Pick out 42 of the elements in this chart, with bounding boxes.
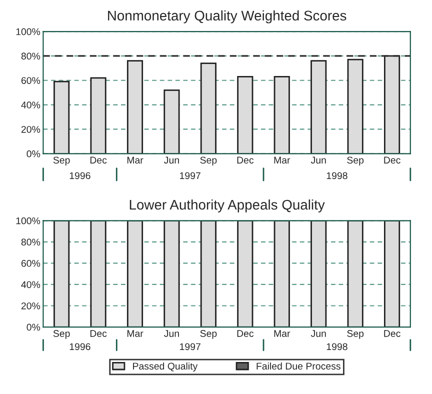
x-tick-label: Sep bbox=[347, 330, 364, 339]
x-tick-label: Jun bbox=[310, 156, 326, 164]
chart-title: Nonmonetary Quality Weighted Scores bbox=[108, 10, 346, 24]
y-tick-label: 40% bbox=[21, 102, 40, 108]
text: 1996 bbox=[70, 172, 90, 180]
y-tick-label: 20% bbox=[21, 126, 40, 133]
x-tick-label: Jun bbox=[310, 330, 326, 337]
x-tick-label: Dec bbox=[237, 330, 254, 337]
x-tick-label: Mar bbox=[127, 156, 144, 164]
x-tick-label: Mar bbox=[127, 330, 144, 337]
x-tick-label: Sep bbox=[200, 330, 217, 339]
x-tick-label: Dec bbox=[237, 156, 254, 164]
x-tick-label: Dec bbox=[384, 330, 400, 337]
y-tick-label: 20% bbox=[21, 302, 40, 310]
y-tick-label: 60% bbox=[21, 260, 40, 267]
y-tick-label: 100% bbox=[16, 28, 40, 36]
text: 1996 bbox=[70, 343, 90, 350]
y-tick-label: 40% bbox=[21, 281, 40, 288]
text: 1998 bbox=[326, 343, 348, 350]
legend-label: Passed Quality bbox=[133, 362, 198, 372]
x-tick-label: Sep bbox=[53, 156, 70, 166]
y-tick-label: 0% bbox=[26, 324, 40, 331]
text: 1997 bbox=[180, 172, 200, 180]
x-tick-label: Jun bbox=[164, 330, 179, 337]
y-tick-label: 60% bbox=[21, 77, 40, 84]
x-tick-label: Mar bbox=[274, 330, 290, 337]
x-tick-label: Mar bbox=[274, 156, 290, 164]
x-tick-label: Dec bbox=[90, 156, 107, 164]
x-tick-label: Dec bbox=[384, 156, 400, 164]
text: 1997 bbox=[180, 343, 200, 350]
y-tick-label: 80% bbox=[21, 52, 40, 60]
x-tick-label: Sep bbox=[53, 330, 70, 339]
chart-title: Lower Authority Appeals Quality bbox=[130, 199, 325, 212]
x-tick-label: Dec bbox=[90, 330, 107, 337]
x-tick-label: Sep bbox=[347, 156, 364, 166]
text: 1998 bbox=[326, 172, 348, 180]
y-tick-label: 80% bbox=[21, 238, 40, 246]
y-tick-label: 100% bbox=[16, 217, 40, 224]
legend-label: Failed Due Process bbox=[256, 362, 340, 370]
x-tick-label: Sep bbox=[200, 156, 217, 166]
x-tick-label: Jun bbox=[164, 156, 179, 164]
y-tick-label: 0% bbox=[26, 150, 40, 158]
